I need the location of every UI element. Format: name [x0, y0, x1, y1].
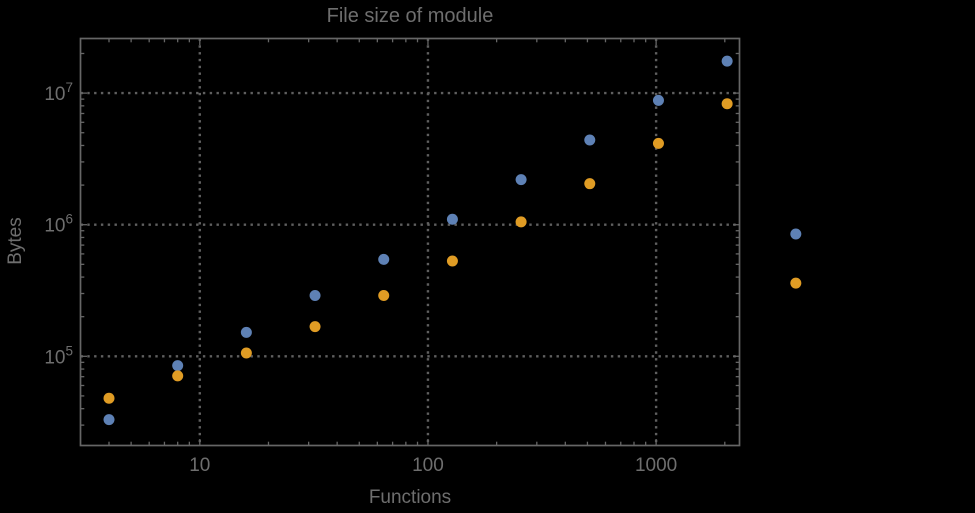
point-blue-x128 — [446, 213, 458, 225]
chart-title: File size of module — [327, 5, 494, 27]
point-orange-x4 — [103, 392, 115, 404]
y-tick-label-10e5: 105 — [44, 343, 73, 368]
axis-ticks — [80, 38, 740, 446]
point-blue-x512 — [584, 134, 596, 146]
x-tick-label-1000: 1000 — [635, 455, 677, 476]
point-blue-x64 — [378, 253, 390, 265]
point-blue-x256 — [515, 174, 527, 186]
x-tick-label-10: 10 — [189, 455, 210, 476]
point-blue-x32 — [309, 289, 321, 301]
point-blue-x16 — [240, 326, 252, 338]
point-orange-x1024 — [652, 137, 664, 149]
x-tick-labels: 10 100 1000 — [189, 455, 677, 476]
point-orange-x64 — [378, 289, 390, 301]
x-tick-label-100: 100 — [412, 455, 444, 476]
gridlines — [80, 38, 740, 446]
data-points — [103, 55, 802, 426]
plot-frame — [79, 37, 741, 447]
y-tick-labels: 105 106 107 — [44, 80, 73, 368]
point-orange-x4096 — [790, 277, 802, 289]
y-tick-label-10e6: 106 — [44, 212, 73, 237]
series-blue — [103, 55, 802, 426]
y-axis-label: Bytes — [5, 217, 26, 265]
point-orange-x32 — [309, 321, 321, 333]
point-blue-x1024 — [652, 94, 664, 106]
point-blue-x4 — [103, 414, 115, 426]
point-blue-x2048 — [721, 55, 733, 67]
point-orange-x16 — [240, 347, 252, 359]
point-blue-x4096 — [790, 228, 802, 240]
point-orange-x512 — [584, 178, 596, 190]
point-orange-x128 — [446, 255, 458, 267]
point-blue-x8 — [172, 360, 184, 372]
y-tick-label-10e7: 107 — [44, 80, 73, 105]
series-orange — [103, 98, 802, 404]
point-orange-x2048 — [721, 98, 733, 110]
point-orange-x256 — [515, 216, 527, 228]
point-orange-x8 — [172, 370, 184, 382]
x-axis-label: Functions — [369, 487, 451, 508]
